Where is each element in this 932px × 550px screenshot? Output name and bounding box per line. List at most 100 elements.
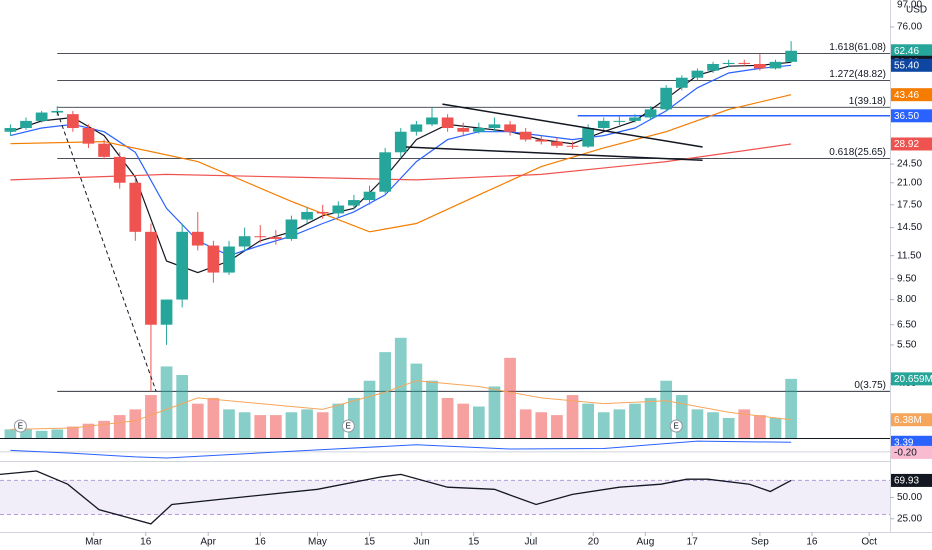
volume-bar — [754, 415, 766, 438]
x-tick-label: 15 — [468, 537, 480, 548]
x-tick-label: May — [308, 537, 327, 548]
x-tick-label: Mar — [85, 537, 103, 548]
moving-average — [10, 64, 792, 257]
volume-bar — [176, 375, 189, 438]
y-tick-label: 6.50 — [897, 319, 917, 330]
candle-body — [738, 62, 751, 64]
price-tag-label: 20.659M — [894, 374, 932, 385]
y-tick-label: 5.50 — [897, 340, 917, 351]
price-tag-label: 43.46 — [894, 90, 919, 101]
candle-body — [191, 231, 204, 246]
candle-body — [51, 110, 64, 113]
candle-body — [35, 112, 48, 121]
volume-bar — [675, 395, 688, 438]
candle-body — [176, 231, 189, 300]
price-tag-label: 55.40 — [894, 60, 919, 71]
x-tick-label: 16 — [255, 537, 267, 548]
fib-label: 0.618(25.65) — [829, 147, 886, 158]
volume-bar — [629, 403, 641, 438]
x-tick-label: Jul — [524, 537, 537, 548]
candle-body — [707, 63, 719, 71]
volume-bar — [316, 412, 329, 438]
volume-bar — [223, 409, 235, 438]
candle-body — [410, 124, 423, 132]
candle-body — [301, 211, 313, 220]
x-tick-label: Oct — [861, 537, 877, 548]
volume-bar — [472, 406, 485, 438]
x-tick-label: 20 — [588, 537, 600, 548]
volume-bar — [238, 412, 251, 438]
price-tag-label: 6.38M — [894, 415, 922, 426]
candle-body — [769, 61, 782, 69]
volume-bar — [82, 423, 95, 438]
candle-body — [348, 200, 360, 206]
y-tick-label: 24.50 — [897, 159, 922, 170]
volume-ma — [10, 380, 792, 430]
candle-body — [785, 50, 797, 62]
volume-bar — [722, 417, 735, 438]
candle-body — [551, 141, 563, 146]
x-tick-label: Sep — [751, 537, 769, 548]
candle-body — [566, 145, 579, 147]
x-tick-label: Jun — [414, 537, 430, 548]
volume-bar — [20, 429, 32, 438]
y-tick-label: 8.00 — [897, 294, 917, 305]
volume-bar — [363, 380, 376, 438]
candle-body — [254, 236, 267, 238]
price-tag-label: -0.20 — [894, 448, 917, 459]
candle-body — [660, 87, 673, 110]
volume-bar — [35, 430, 48, 438]
volume-bar — [613, 409, 626, 438]
x-tick-label: 16 — [140, 537, 152, 548]
price-tag — [891, 473, 932, 487]
volume-bar — [113, 415, 126, 438]
earnings-label: E — [674, 422, 679, 431]
currency-label: USD — [906, 5, 927, 16]
rsi-band — [0, 480, 890, 515]
volume-bar — [644, 397, 657, 438]
volume-bar — [285, 412, 298, 438]
volume-bar — [67, 426, 79, 438]
earnings-marker — [341, 419, 355, 433]
price-tag-label: 28.92 — [894, 139, 919, 150]
candle-body — [691, 70, 704, 78]
candle-body — [488, 124, 501, 129]
volume-bar — [535, 412, 548, 438]
rsi-line — [0, 470, 792, 525]
candle-body — [472, 128, 485, 132]
trendline — [442, 103, 703, 148]
y-tick-label: 50.00 — [897, 492, 922, 503]
macd-line — [10, 440, 792, 459]
volume-bar — [394, 337, 407, 438]
candle-body — [644, 109, 657, 118]
candle-body — [519, 131, 532, 140]
volume-bar — [582, 403, 594, 438]
candle-body — [629, 117, 641, 121]
price-tag — [891, 88, 932, 102]
price-tag — [891, 445, 932, 459]
candle-body — [332, 205, 345, 214]
candle-body — [426, 117, 438, 125]
candle-body — [441, 117, 454, 129]
moving-average — [10, 94, 792, 233]
volume-bar — [207, 397, 220, 438]
candle-body — [597, 120, 610, 129]
volume-bar — [98, 420, 110, 438]
volume-bar — [254, 415, 267, 438]
price-tag — [891, 413, 932, 427]
volume-bar — [426, 380, 438, 438]
volume-bar — [301, 409, 313, 438]
y-tick-label: 25.00 — [897, 513, 922, 524]
y-tick-label: 11.50 — [897, 250, 922, 261]
price-tag — [891, 58, 932, 72]
trendline — [56, 111, 157, 392]
candle-body — [145, 231, 157, 325]
volume-bar — [348, 397, 360, 438]
volume-bar — [597, 412, 610, 438]
volume-bar — [691, 409, 704, 438]
trendline — [405, 146, 703, 161]
earnings-marker — [669, 419, 683, 433]
fib-label: 1.272(48.82) — [829, 69, 886, 80]
price-tag-label: 69.93 — [894, 476, 919, 487]
